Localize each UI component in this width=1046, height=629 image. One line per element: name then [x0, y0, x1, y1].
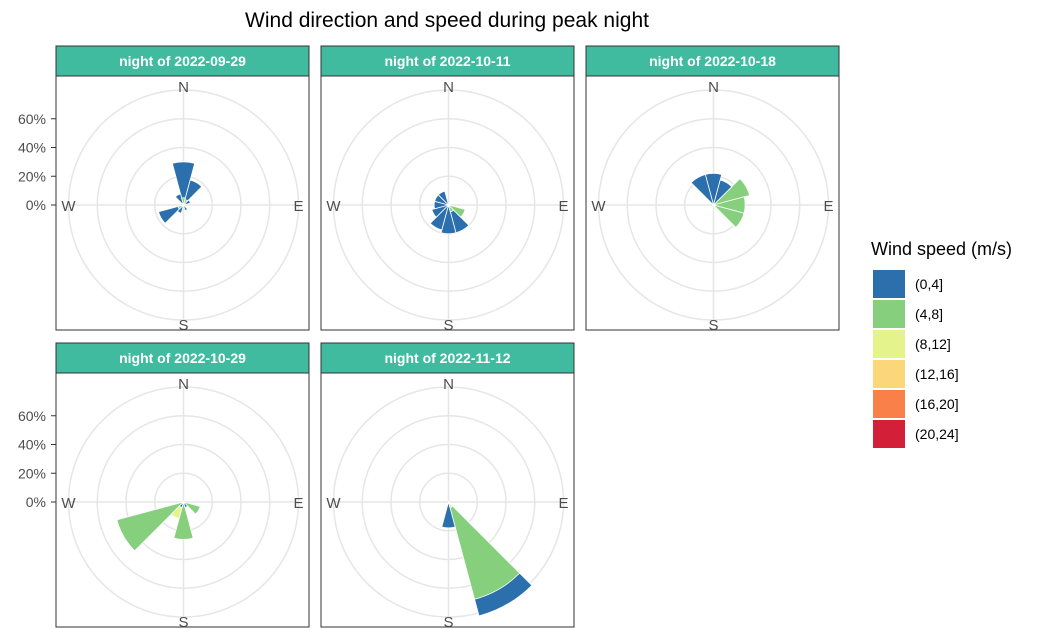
compass-label-e: E: [558, 495, 568, 512]
legend-swatch: [873, 390, 905, 418]
compass-label-n: N: [443, 376, 454, 393]
legend-label: (16,20]: [915, 396, 959, 412]
legend-swatch: [873, 270, 905, 298]
wind-bar: [690, 173, 715, 207]
wind-bar: [116, 501, 185, 552]
facet-panels: night of 2022-09-29NSEW0%20%40%60%night …: [18, 45, 840, 629]
radial-tick-label: 40%: [18, 140, 46, 156]
legend-swatch: [873, 300, 905, 328]
facet-label: night of 2022-11-12: [384, 350, 510, 366]
wind-bar: [182, 198, 189, 207]
wind-bar: [158, 204, 185, 224]
wind-bar: [429, 203, 450, 231]
legend-title: Wind speed (m/s): [871, 239, 1012, 259]
compass-label-e: E: [293, 198, 303, 215]
facet-strip: [320, 45, 575, 77]
legend-swatch: [873, 420, 905, 448]
wind-bar: [447, 203, 455, 213]
radial-tick-label: 60%: [18, 408, 46, 424]
wind-bar: [173, 500, 194, 540]
radial-tick-label: 60%: [18, 111, 46, 127]
facet-strip: [585, 45, 840, 77]
facet-label: night of 2022-09-29: [119, 53, 246, 69]
compass-label-s: S: [443, 317, 453, 334]
radial-tick-label: 20%: [18, 168, 46, 184]
wind-bar: [177, 204, 185, 210]
radial-tick-label: 0%: [26, 494, 46, 510]
facet-strip: [320, 342, 575, 374]
wind-bar: [437, 190, 450, 207]
compass-label-s: S: [443, 614, 453, 629]
facet-label: night of 2022-10-11: [384, 53, 510, 69]
compass-label-n: N: [443, 79, 454, 96]
wind-bar: [182, 203, 189, 212]
compass-label-e: E: [293, 495, 303, 512]
compass-label-w: W: [61, 495, 76, 512]
facet-panel: night of 2022-11-12 N S E W: [320, 342, 575, 629]
compass-label-e: E: [823, 198, 833, 215]
legend-label: (0,4]: [915, 276, 943, 292]
compass-label-w: W: [326, 198, 341, 215]
wind-bar: [182, 179, 203, 207]
wind-bar: [178, 500, 185, 509]
wind-bar: [181, 197, 186, 207]
legend-label: (12,16]: [915, 366, 959, 382]
wind-bar: [440, 203, 457, 235]
chart-title: Wind direction and speed during peak nig…: [245, 9, 649, 32]
legend-label: (4,8]: [915, 306, 943, 322]
compass-label-s: S: [708, 317, 718, 334]
legend-label: (20,24]: [915, 426, 959, 442]
facet-panel: night of 2022-10-11 N S E W: [320, 45, 575, 334]
facet-panel: night of 2022-10-29 N S E W 0% 20% 40% 60%: [18, 342, 310, 629]
facet-label: night of 2022-10-18: [649, 53, 776, 69]
compass-label-w: W: [326, 495, 341, 512]
wind-bar: [447, 204, 466, 218]
wind-bar: [171, 161, 196, 207]
facet-strip: [55, 45, 310, 77]
legend-swatch: [873, 330, 905, 358]
wind-bar: [431, 204, 450, 218]
compass-label-w: W: [591, 198, 606, 215]
compass-label-n: N: [708, 79, 719, 96]
wind-bar: [182, 500, 189, 509]
facet-panel: night of 2022-10-18 N S E W: [585, 45, 840, 334]
wind-bar: [712, 179, 733, 207]
compass-label-s: S: [178, 317, 188, 334]
compass-label-n: N: [178, 376, 189, 393]
facet-label: night of 2022-10-29: [119, 350, 246, 366]
radial-tick-label: 0%: [26, 197, 46, 213]
compass-label-e: E: [558, 198, 568, 215]
compass-label-n: N: [178, 79, 189, 96]
wind-bar: [441, 500, 456, 529]
wind-bar: [447, 500, 521, 600]
legend: Wind speed (m/s) (0,4] (4,8] (8,12] (12,16]…: [871, 239, 1012, 448]
wind-bar: [174, 193, 185, 207]
wind-bar: [447, 500, 454, 509]
radial-tick-label: 20%: [18, 465, 46, 481]
legend-items: (0,4] (4,8] (8,12] (12,16] (16,20] (20,24]: [873, 270, 959, 448]
radial-tick-label: 40%: [18, 437, 46, 453]
compass-label-w: W: [61, 198, 76, 215]
wind-bar: [712, 204, 745, 228]
wind-bar: [712, 178, 751, 206]
wind-bar: [182, 501, 201, 515]
legend-swatch: [873, 360, 905, 388]
legend-label: (8,12]: [915, 336, 951, 352]
facet-strip: [55, 342, 310, 374]
facet-panel: night of 2022-09-29 N S E W 0% 20% 40% 60%: [18, 45, 310, 334]
compass-label-s: S: [178, 614, 188, 629]
